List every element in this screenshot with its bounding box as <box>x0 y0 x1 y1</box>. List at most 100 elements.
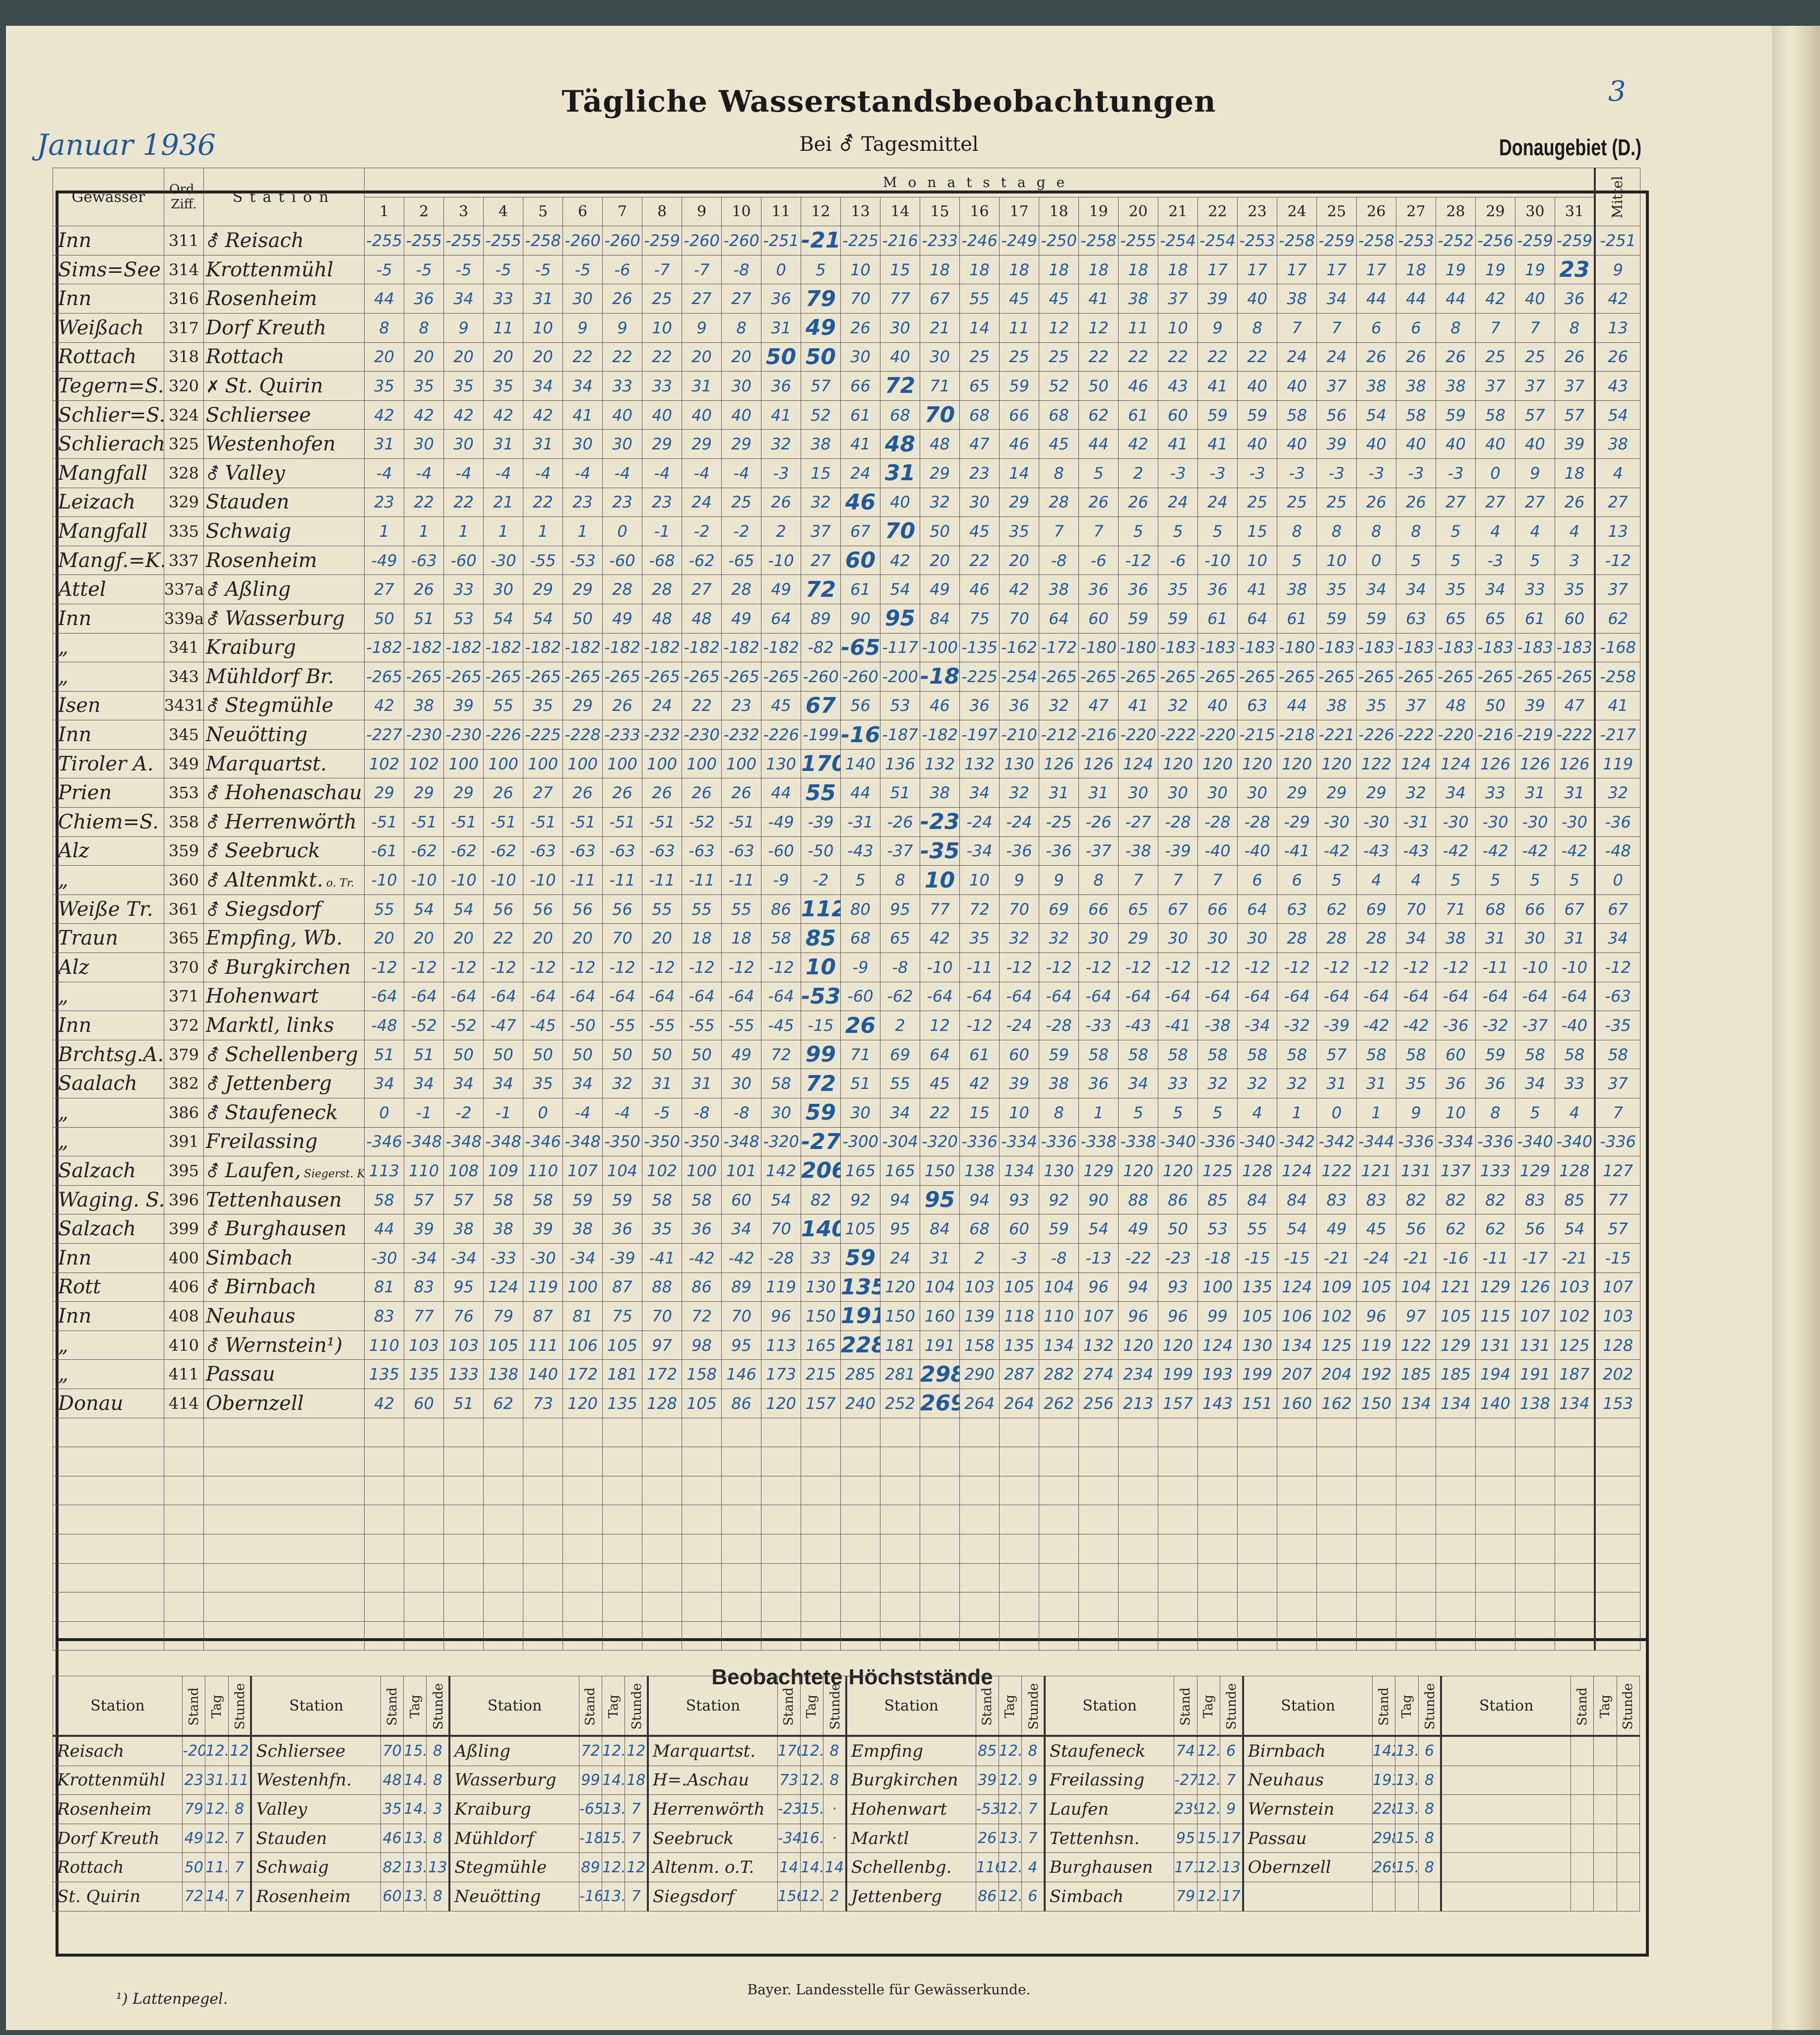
value-cell: 104 <box>602 1156 642 1186</box>
empty-cell <box>920 1563 960 1593</box>
value-cell: 181 <box>602 1359 642 1389</box>
hoechst-stunde <box>1616 1823 1640 1853</box>
value-cell: 8 <box>1396 516 1436 546</box>
value-cell: 109 <box>483 1156 523 1186</box>
value-cell: 39 <box>1515 691 1555 721</box>
value-cell: 138 <box>483 1359 523 1389</box>
hoechst-stand <box>1570 1735 1594 1766</box>
hoechst-stunde <box>1418 1881 1442 1911</box>
hoechst-tag: 13. <box>1395 1765 1419 1795</box>
value-cell: 31 <box>1475 923 1515 954</box>
value-cell: 134 <box>1277 1330 1317 1360</box>
value-cell: 138 <box>959 1156 1000 1186</box>
value-cell: 52 <box>801 400 841 430</box>
empty-cell <box>1078 1621 1119 1651</box>
value-cell: -37 <box>880 836 920 866</box>
hoechst-stunde: 7 <box>228 1881 251 1911</box>
empty-cell <box>483 1475 523 1506</box>
value-cell: 57 <box>1554 400 1595 430</box>
empty-cell <box>563 1475 603 1506</box>
value-cell: -12 <box>563 953 603 982</box>
value-cell: 37 <box>1515 371 1555 401</box>
empty-cell <box>1475 1475 1515 1506</box>
empty-row <box>53 1475 1641 1506</box>
value-cell: -187 <box>880 720 920 750</box>
value-cell: 48 <box>642 603 682 634</box>
value-cell: -40 <box>1197 836 1238 866</box>
value-cell: 30 <box>1118 778 1158 808</box>
empty-cell <box>920 1592 960 1622</box>
table-row: „ 343 Mühldorf Br. -265 -265 -265 -265 -265 -265… <box>53 662 1641 692</box>
hoechst-header-station: Station <box>647 1676 778 1737</box>
value-cell: 42 <box>1475 284 1515 314</box>
empty-cell <box>443 1505 484 1534</box>
value-cell: 36 <box>761 371 801 401</box>
value-cell: 29 <box>920 458 960 488</box>
value-cell: 5 <box>840 865 880 895</box>
hoechst-stand: 50 <box>182 1852 206 1882</box>
value-cell: -216 <box>1078 720 1119 750</box>
gauge-symbol-icon: ⚦ <box>206 464 220 484</box>
ord-cell: 337a <box>164 574 204 604</box>
empty-cell <box>203 1417 365 1448</box>
empty-cell <box>999 1447 1039 1476</box>
station-cell: Schliersee <box>203 400 365 430</box>
empty-cell <box>1554 1533 1595 1564</box>
value-cell: 45 <box>1039 284 1079 314</box>
value-cell: 9 <box>999 865 1039 895</box>
hoechst-tag: 12. <box>205 1794 229 1824</box>
value-cell: 62 <box>1475 1214 1515 1244</box>
mittel-cell: -48 <box>1593 836 1641 866</box>
value-cell: 77 <box>404 1301 444 1331</box>
empty-cell <box>1277 1417 1317 1448</box>
empty-row <box>53 1417 1641 1448</box>
empty-cell <box>1554 1417 1595 1448</box>
value-cell: -342 <box>1317 1127 1357 1157</box>
value-cell: 83 <box>364 1301 404 1331</box>
value-cell: 40 <box>1515 284 1555 314</box>
value-cell: 50 <box>563 1039 603 1070</box>
value-cell: 70 <box>840 284 880 314</box>
station-name: Passau <box>206 1363 275 1386</box>
value-cell: 82 <box>1396 1185 1436 1215</box>
value-cell: 1 <box>1078 1098 1119 1128</box>
station-cell: Marktl, links <box>203 1011 365 1040</box>
value-cell: 46 <box>999 429 1039 459</box>
value-cell: 58 <box>1396 400 1436 430</box>
hoechst-stunde: 6 <box>1418 1735 1442 1766</box>
day-header: 6 <box>563 196 603 227</box>
hoechst-header-tag: Tag <box>602 1676 625 1736</box>
value-cell: 8 <box>364 313 404 343</box>
value-cell: 24 <box>1277 342 1317 372</box>
gewaesser-cell: Isen <box>53 691 164 721</box>
value-cell: 26 <box>602 778 642 808</box>
value-cell: 136 <box>880 749 920 779</box>
table-row: „ 341 Kraiburg -182 -182 -182 -182 -182 -182 -182… <box>53 633 1641 663</box>
value-cell: 97 <box>1396 1301 1436 1331</box>
value-cell: -182 <box>443 633 484 663</box>
value-cell: 26 <box>1396 487 1436 517</box>
hoechst-stand: 14 <box>777 1852 801 1882</box>
table-row: Weiße Tr. 361 ⚦ Siegsdorf 55 54 54 56 56 56 56 55 55… <box>53 894 1641 924</box>
value-cell: 5 <box>1118 516 1158 546</box>
hoechst-tag: 12. <box>998 1735 1022 1766</box>
value-cell: 32 <box>1039 691 1079 721</box>
hoechst-header-stunde: Stunde <box>426 1676 450 1736</box>
empty-cell <box>1356 1533 1396 1564</box>
empty-cell <box>642 1447 682 1476</box>
value-cell: 170 <box>801 749 841 779</box>
value-cell: -12 <box>682 953 722 982</box>
station-cell: Schwaig <box>203 516 365 546</box>
value-cell: -30 <box>1436 807 1476 837</box>
value-cell: 75 <box>602 1301 642 1331</box>
value-cell: 38 <box>801 429 841 459</box>
ord-cell: 406 <box>164 1272 204 1302</box>
empty-cell <box>563 1563 603 1593</box>
station-cell: Hohenwart <box>203 981 365 1012</box>
value-cell: 73 <box>523 1388 563 1418</box>
value-cell: -21 <box>1396 1243 1436 1273</box>
table-row: Saalach 382 ⚦ Jettenberg 34 34 34 34 35 34 32 31 31 3… <box>53 1069 1641 1098</box>
value-cell: 107 <box>1078 1301 1119 1331</box>
empty-cell <box>53 1592 164 1622</box>
value-cell: -6 <box>602 254 642 285</box>
